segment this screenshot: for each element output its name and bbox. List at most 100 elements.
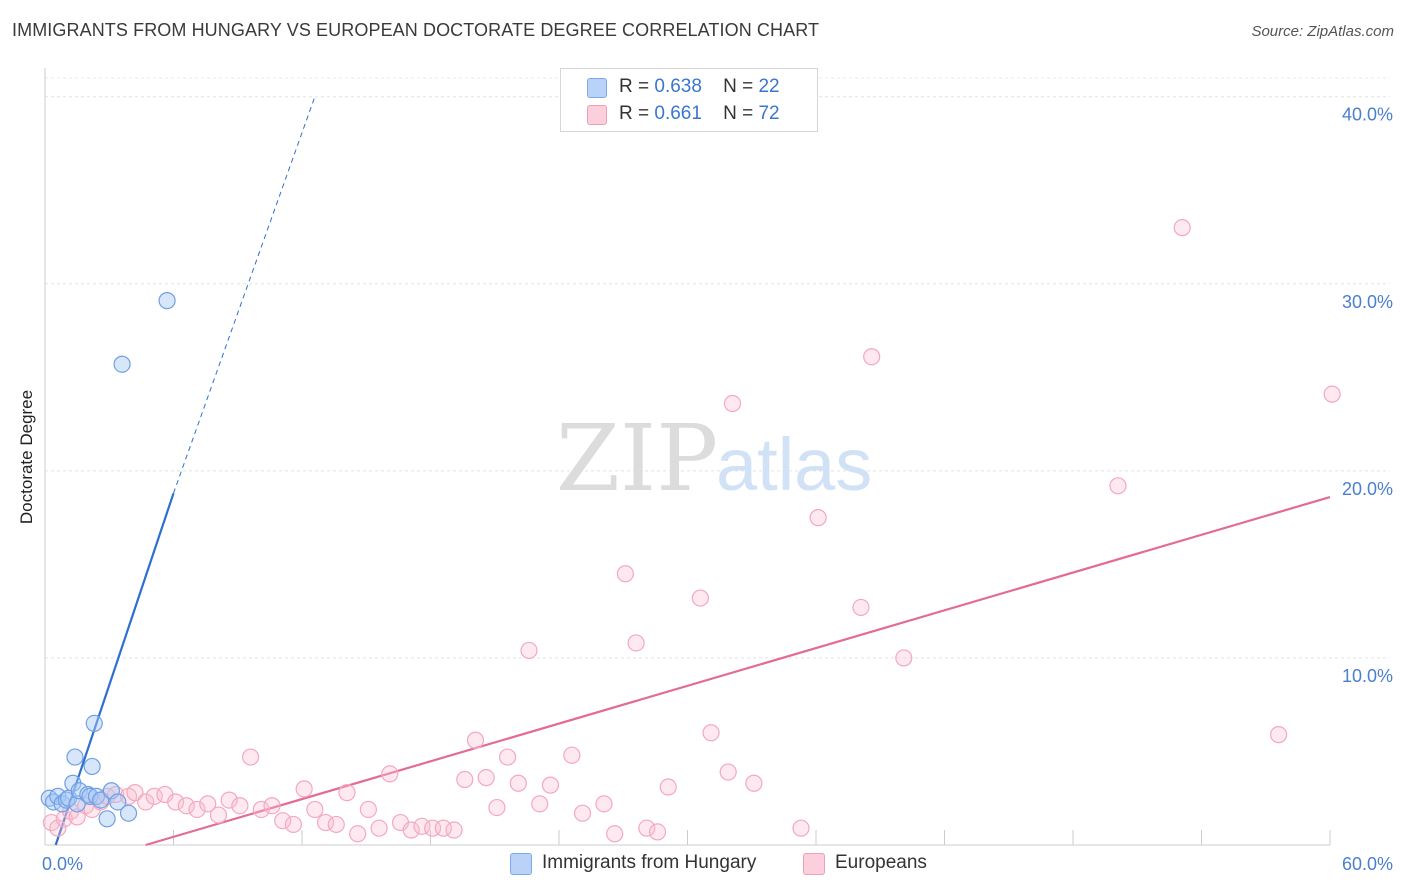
point-europeans: [606, 825, 624, 843]
point-europeans: [274, 812, 292, 830]
point-europeans: [616, 565, 634, 583]
legend-r-value: 0.661: [654, 103, 702, 124]
point-europeans: [167, 793, 185, 811]
point-europeans: [809, 509, 827, 527]
point-europeans: [349, 825, 367, 843]
point-hungary: [85, 714, 103, 733]
point-europeans: [49, 819, 67, 837]
point-europeans: [573, 804, 592, 822]
point-europeans: [466, 731, 485, 749]
legend-n-value: 72: [758, 103, 780, 124]
source-credit: Source: ZipAtlas.com: [1251, 23, 1394, 40]
bottom-legend-label-europeans: Europeans: [835, 852, 927, 873]
point-europeans: [659, 778, 677, 796]
point-hungary: [81, 787, 99, 805]
point-europeans: [177, 797, 195, 815]
point-europeans: [638, 819, 656, 837]
point-europeans: [1109, 477, 1127, 495]
point-europeans: [306, 800, 324, 819]
x-tick-label: 60.0%: [1342, 854, 1393, 874]
point-europeans: [531, 795, 549, 813]
point-europeans: [1323, 385, 1341, 403]
bottom-legend-swatch-europeans: [803, 853, 825, 875]
data-points: [40, 219, 1341, 843]
y-tick-label: 10.0%: [1342, 666, 1393, 686]
watermark-zip: ZIP: [556, 405, 718, 512]
legend-swatch-hungary: [587, 78, 607, 98]
legend-n-label: N =: [723, 76, 754, 97]
point-europeans: [541, 776, 560, 794]
point-europeans: [209, 806, 228, 824]
point-europeans: [488, 798, 506, 817]
point-hungary: [66, 748, 84, 766]
point-europeans: [702, 724, 720, 742]
point-europeans: [316, 813, 335, 832]
trend-lines: [54, 96, 1331, 847]
point-europeans: [381, 765, 399, 783]
point-europeans: [434, 819, 452, 837]
point-europeans: [456, 770, 474, 789]
watermark-atlas: atlas: [716, 423, 872, 506]
point-hungary: [158, 292, 176, 310]
tick-labels: 10.0% 20.0% 30.0% 40.0% 0.0% 60.0%: [42, 105, 1393, 874]
point-europeans: [327, 815, 345, 834]
legend-swatch-europeans: [587, 105, 607, 125]
point-europeans: [520, 641, 538, 660]
point-europeans: [745, 774, 763, 792]
legend-n-value: 22: [758, 76, 780, 97]
legend-n-label: N =: [723, 103, 754, 124]
bottom-legend-label-hungary: Immigrants from Hungary: [542, 852, 757, 873]
point-europeans: [370, 819, 388, 837]
legend-r-value: 0.638: [654, 76, 702, 97]
point-europeans: [284, 815, 303, 834]
trend-line-hungary: [54, 492, 175, 846]
point-europeans: [359, 800, 377, 819]
point-europeans: [863, 348, 881, 366]
point-europeans: [499, 748, 517, 766]
point-europeans: [231, 797, 249, 815]
watermark: ZIP atlas: [556, 405, 872, 512]
point-hungary: [98, 810, 116, 828]
point-europeans: [263, 797, 281, 815]
point-europeans: [895, 649, 913, 667]
point-europeans: [199, 795, 217, 813]
legend-r-label: R =: [619, 103, 650, 124]
point-hungary: [113, 355, 131, 373]
correlation-legend: R = 0.638 N = 22 R = 0.661 N = 72: [560, 68, 818, 132]
point-europeans: [220, 791, 238, 809]
point-europeans: [145, 787, 163, 805]
point-europeans: [445, 821, 463, 839]
point-europeans: [1173, 219, 1191, 237]
point-europeans: [413, 817, 431, 835]
point-europeans: [563, 746, 581, 764]
y-tick-label: 30.0%: [1342, 292, 1393, 312]
bottom-legend-swatch-hungary: [510, 853, 532, 875]
point-europeans: [509, 774, 527, 792]
point-europeans: [1269, 726, 1288, 744]
legend-stats-hungary: R = 0.638 N = 22: [619, 76, 780, 98]
point-europeans: [723, 394, 742, 413]
gridlines: [45, 77, 1390, 659]
y-tick-label: 40.0%: [1342, 105, 1393, 125]
y-tick-label: 20.0%: [1342, 479, 1393, 499]
point-europeans: [719, 763, 737, 781]
x-tick-label: 0.0%: [42, 854, 83, 874]
chart-title: IMMIGRANTS FROM HUNGARY VS EUROPEAN DOCT…: [12, 20, 820, 40]
point-europeans: [402, 821, 420, 839]
point-europeans: [295, 780, 313, 798]
point-europeans: [188, 800, 206, 819]
trend-line-extension-hungary: [173, 96, 316, 494]
point-hungary: [109, 793, 127, 811]
point-europeans: [137, 793, 155, 811]
trend-line-europeans: [145, 495, 1331, 847]
point-europeans: [648, 823, 667, 841]
point-europeans: [852, 598, 870, 617]
point-europeans: [252, 800, 270, 819]
point-europeans: [627, 634, 645, 652]
legend-r-label: R =: [619, 76, 650, 97]
point-hungary: [70, 782, 88, 800]
point-europeans: [792, 819, 810, 837]
point-europeans: [477, 769, 495, 787]
point-hungary: [83, 757, 101, 776]
